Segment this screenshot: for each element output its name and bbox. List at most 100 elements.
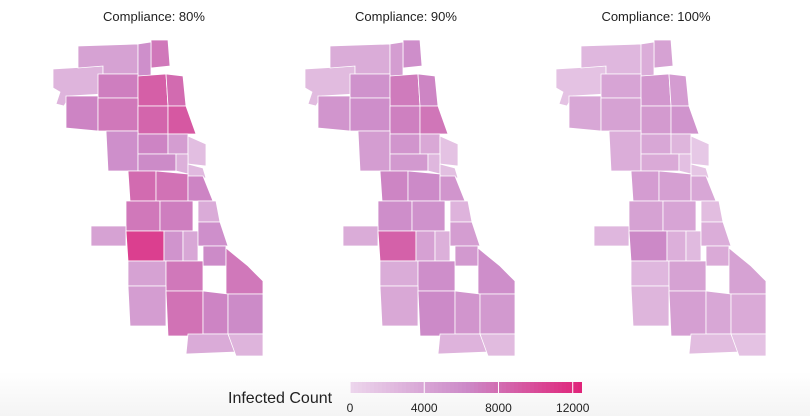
region-austin xyxy=(357,130,391,172)
region-chatham xyxy=(182,230,199,262)
region-midway-west xyxy=(342,225,379,247)
legend-color-step xyxy=(482,382,487,393)
region-pullman xyxy=(454,290,481,335)
region-midway-west xyxy=(593,225,630,247)
legend-color-step xyxy=(522,382,527,393)
legend-color-step xyxy=(462,382,467,393)
region-hegewisch xyxy=(479,293,516,335)
legend-color-step xyxy=(474,382,479,393)
region-rogers-park xyxy=(653,39,674,69)
legend-color-step xyxy=(526,382,531,393)
region-morgan-park xyxy=(630,285,670,327)
region-riverdale xyxy=(437,333,489,355)
legend-color-step xyxy=(386,382,391,393)
legend-color-step xyxy=(534,382,539,393)
region-west-ridge xyxy=(65,95,99,132)
region-east-side xyxy=(479,333,516,357)
region-rogers-park xyxy=(402,39,423,69)
region-roseland xyxy=(417,290,456,337)
region-gage xyxy=(379,170,409,202)
region-loop xyxy=(187,135,207,167)
legend-color-step xyxy=(414,382,419,393)
region-douglas xyxy=(690,175,717,202)
region-near-west xyxy=(427,153,441,175)
region-ashburn xyxy=(666,230,687,262)
legend-color-step xyxy=(426,382,431,393)
region-loop xyxy=(690,135,710,167)
legend-color-step xyxy=(506,382,511,393)
legend-color-step xyxy=(418,382,423,393)
legend-color-step xyxy=(562,382,567,393)
legend-color-step xyxy=(362,382,367,393)
region-pullman xyxy=(705,290,732,335)
region-roseland xyxy=(165,290,204,337)
legend-color-step xyxy=(402,382,407,393)
region-portage xyxy=(97,97,139,132)
region-kenwood xyxy=(449,200,473,223)
legend-color-step xyxy=(566,382,571,393)
legend-color-step xyxy=(530,382,535,393)
legend-color-step xyxy=(546,382,551,393)
legend-color-step xyxy=(550,382,555,393)
legend-color-step xyxy=(378,382,383,393)
region-clearing xyxy=(628,200,664,232)
region-douglas xyxy=(439,175,466,202)
legend-color-step xyxy=(374,382,379,393)
region-bridgeport xyxy=(407,170,441,202)
chicago-choropleth-map-90 xyxy=(304,39,516,357)
region-south-shore xyxy=(454,245,479,267)
legend-color-step xyxy=(454,382,459,393)
region-lincoln-park xyxy=(167,105,197,135)
legend-color-step xyxy=(394,382,399,393)
legend-tick-12000: 12000 xyxy=(556,401,590,415)
legend-color-step xyxy=(542,382,547,393)
region-northwest xyxy=(97,73,139,99)
legend-color-step xyxy=(354,382,359,393)
legend-color-step xyxy=(390,382,395,393)
legend-color-step xyxy=(366,382,371,393)
legend-color-step xyxy=(502,382,507,393)
region-douglas xyxy=(187,175,214,202)
region-austin xyxy=(105,130,139,172)
region-roseland xyxy=(668,290,707,337)
region-near-south xyxy=(690,163,710,179)
region-south-chicago xyxy=(477,247,516,295)
region-near-west xyxy=(175,153,189,175)
region-ashburn xyxy=(415,230,436,262)
legend-color-step xyxy=(478,382,483,393)
region-garfield xyxy=(137,153,177,172)
legend-color-step xyxy=(438,382,443,393)
region-east-side xyxy=(730,333,767,357)
panel-title-100: Compliance: 100% xyxy=(601,9,711,24)
legend-color-step xyxy=(574,382,579,393)
region-beverly xyxy=(165,260,204,292)
region-near-south xyxy=(439,163,459,179)
chicago-choropleth-map-100 xyxy=(555,39,767,357)
region-humboldt xyxy=(137,133,169,155)
legend-color-step xyxy=(490,382,495,393)
region-loop xyxy=(439,135,459,167)
region-west-lawn xyxy=(125,230,165,262)
region-lakeview xyxy=(668,73,690,107)
legend-color-step xyxy=(554,382,559,393)
region-gage xyxy=(630,170,660,202)
legend-color-step xyxy=(370,382,375,393)
region-edgewater xyxy=(389,41,404,77)
region-south-chicago xyxy=(728,247,767,295)
legend-background xyxy=(0,372,810,416)
legend-color-step xyxy=(430,382,435,393)
region-midway-west xyxy=(90,225,127,247)
region-garfield xyxy=(640,153,680,172)
region-edgewater xyxy=(640,41,655,77)
region-chicago-lawn xyxy=(159,200,194,232)
region-east-side xyxy=(227,333,264,357)
legend-color-step xyxy=(458,382,463,393)
legend-color-step xyxy=(466,382,471,393)
legend-color-step xyxy=(434,382,439,393)
region-west-ridge xyxy=(317,95,351,132)
legend-color-step xyxy=(538,382,543,393)
region-logan xyxy=(137,105,169,135)
legend-color-step xyxy=(450,382,455,393)
region-kenwood xyxy=(197,200,221,223)
legend-color-step xyxy=(470,382,475,393)
